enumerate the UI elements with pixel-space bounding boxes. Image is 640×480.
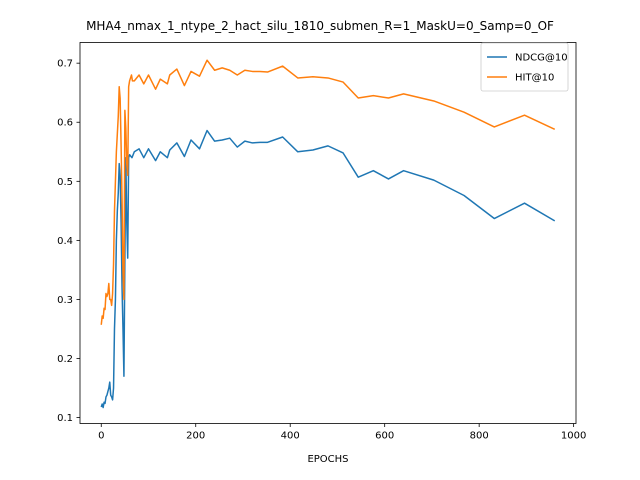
y-axis-ticks: 0.1 0.2 0.3 0.4 0.5 0.6 0.7 bbox=[57, 59, 80, 424]
legend-box bbox=[480, 42, 569, 92]
x-tick-label: 400 bbox=[281, 431, 300, 442]
y-tick-label: 0.6 bbox=[57, 118, 73, 129]
x-tick-label: 0 bbox=[98, 431, 104, 442]
legend: NDCG@10 HIT@10 bbox=[480, 42, 569, 92]
x-tick-label: 800 bbox=[470, 431, 489, 442]
series-line-ndcg bbox=[100, 129, 556, 409]
y-tick-label: 0.5 bbox=[57, 177, 73, 188]
y-tick-label: 0.4 bbox=[57, 236, 73, 247]
plot-frame bbox=[79, 42, 577, 424]
y-tick-label: 0.1 bbox=[57, 413, 73, 424]
series-line-hit bbox=[100, 59, 556, 325]
x-tick-label: 600 bbox=[375, 431, 394, 442]
legend-label: NDCG@10 bbox=[515, 53, 568, 64]
chart-title: MHA4_nmax_1_ntype_2_hact_silu_1810_subme… bbox=[86, 19, 554, 33]
x-axis-label: EPOCHS bbox=[307, 454, 348, 465]
x-tick-label: 200 bbox=[186, 431, 205, 442]
x-axis-ticks: 0 200 400 600 800 1000 bbox=[98, 423, 586, 442]
series-layer bbox=[100, 59, 556, 409]
x-tick-label: 1000 bbox=[561, 431, 586, 442]
y-tick-label: 0.7 bbox=[57, 59, 73, 70]
y-tick-label: 0.3 bbox=[57, 295, 73, 306]
legend-label: HIT@10 bbox=[515, 73, 554, 84]
y-tick-label: 0.2 bbox=[57, 354, 73, 365]
